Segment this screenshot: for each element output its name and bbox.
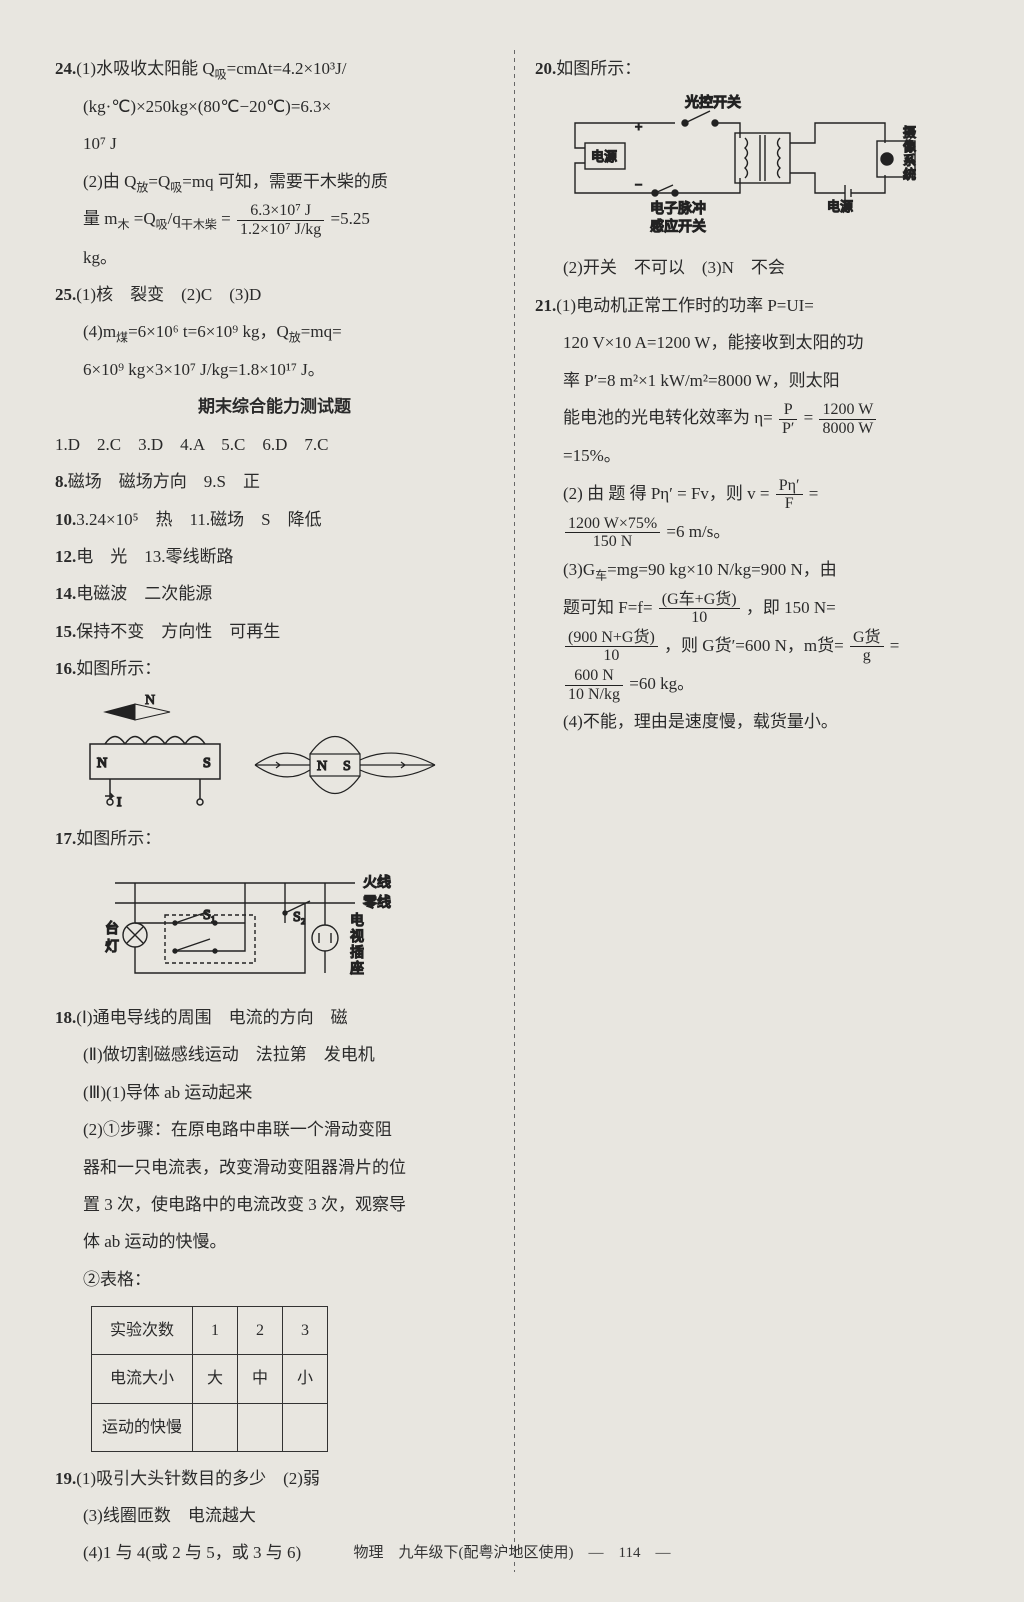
svg-text:S: S	[343, 759, 351, 774]
svg-text:灯: 灯	[105, 939, 119, 955]
svg-text:S₁: S₁	[203, 908, 216, 923]
right-column: 20.如图所示： 光控开关 电源	[525, 50, 974, 1572]
q25: 25.(1)核 裂变 (2)C (3)D (4)m煤=6×10⁶ t=6×10⁹…	[55, 276, 494, 389]
svg-text:像: 像	[903, 139, 916, 154]
mc-answers: 1.D 2.C 3.D 4.A 5.C 6.D 7.C	[55, 426, 494, 463]
svg-text:N: N	[97, 756, 107, 771]
svg-text:N: N	[317, 759, 327, 774]
svg-text:电: 电	[350, 913, 364, 929]
q-number: 25.	[55, 285, 76, 304]
table-row: 运动的快慢	[92, 1403, 328, 1451]
svg-text:火线: 火线	[363, 875, 391, 891]
svg-text:感应开关: 感应开关	[650, 218, 706, 235]
svg-text:电源: 电源	[827, 199, 853, 214]
svg-text:座: 座	[350, 961, 364, 977]
svg-text:+: +	[635, 119, 642, 134]
svg-text:零线: 零线	[363, 895, 391, 911]
svg-text:统: 统	[903, 167, 916, 182]
column-divider	[514, 50, 515, 1572]
figure-20: 光控开关 电源 电子脉冲 感应开	[555, 93, 974, 243]
svg-text:光控开关: 光控开关	[685, 95, 741, 111]
left-column: 24.(1)水吸收太阳能 Q吸=cmΔt=4.2×10³J/ (kg·℃)×25…	[55, 50, 504, 1572]
figure-16: N N S I N S	[75, 694, 494, 814]
experiment-table: 实验次数 1 2 3 电流大小 大 中 小 运动的快慢	[91, 1306, 328, 1452]
svg-text:插: 插	[350, 945, 364, 961]
svg-text:电源: 电源	[591, 149, 617, 164]
exam-title: 期末综合能力测试题	[55, 388, 494, 425]
svg-text:台: 台	[105, 921, 119, 937]
svg-text:电子脉冲: 电子脉冲	[650, 201, 706, 217]
svg-text:系: 系	[903, 153, 916, 168]
table-row: 电流大小 大 中 小	[92, 1355, 328, 1403]
svg-text:视: 视	[350, 929, 364, 945]
page-footer: 物理 九年级下(配粤沪地区使用) — 114 —	[0, 1541, 1024, 1562]
svg-text:S: S	[203, 756, 211, 771]
svg-text:I: I	[117, 794, 121, 809]
table-row: 实验次数 1 2 3	[92, 1307, 328, 1355]
q-number: 24.	[55, 59, 76, 78]
svg-text:摄: 摄	[903, 125, 916, 140]
label-N: N	[145, 694, 155, 708]
figure-17: 火线 零线 台 灯 S₁	[75, 863, 494, 993]
svg-text:−: −	[635, 177, 642, 192]
svg-text:S₂: S₂	[293, 910, 306, 925]
q24: 24.(1)水吸收太阳能 Q吸=cmΔt=4.2×10³J/ (kg·℃)×25…	[55, 50, 494, 276]
